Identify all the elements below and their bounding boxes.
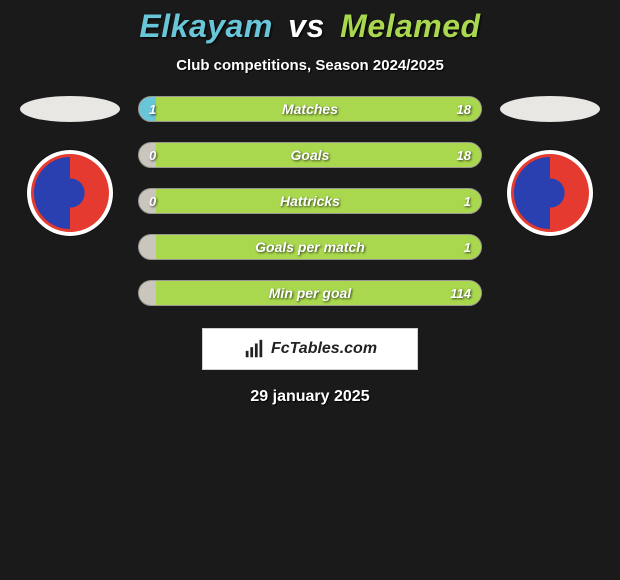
stat-label: Hattricks: [139, 189, 481, 213]
vs-label: vs: [288, 8, 325, 44]
stat-bar: Min per goal114: [138, 280, 482, 306]
date-label: 29 january 2025: [0, 388, 620, 406]
chart-icon: [243, 338, 265, 360]
right-flank: [500, 96, 600, 236]
stat-right-value: 18: [457, 143, 471, 167]
stat-right-value: 18: [457, 97, 471, 121]
stat-right-value: 1: [464, 189, 471, 213]
player1-club-badge: [27, 150, 113, 236]
stat-right-value: 114: [450, 281, 471, 305]
stat-label: Min per goal: [139, 281, 481, 305]
comparison-body: 1Matches180Goals180Hattricks1Goals per m…: [0, 96, 620, 306]
stat-bar: 0Goals18: [138, 142, 482, 168]
stat-label: Goals: [139, 143, 481, 167]
left-flank: [20, 96, 120, 236]
stat-bar: 1Matches18: [138, 96, 482, 122]
player2-name: Melamed: [340, 8, 480, 44]
subtitle: Club competitions, Season 2024/2025: [0, 57, 620, 74]
stat-label: Matches: [139, 97, 481, 121]
stat-label: Goals per match: [139, 235, 481, 259]
stat-bar: 0Hattricks1: [138, 188, 482, 214]
player2-ellipse: [500, 96, 600, 122]
stat-bars: 1Matches180Goals180Hattricks1Goals per m…: [138, 96, 482, 306]
player2-club-badge: [507, 150, 593, 236]
player1-name: Elkayam: [139, 8, 272, 44]
brand-box: FcTables.com: [202, 328, 418, 370]
page-title: Elkayam vs Melamed: [0, 8, 620, 45]
comparison-infographic: Elkayam vs Melamed Club competitions, Se…: [0, 0, 620, 406]
stat-right-value: 1: [464, 235, 471, 259]
player1-ellipse: [20, 96, 120, 122]
stat-bar: Goals per match1: [138, 234, 482, 260]
brand-text: FcTables.com: [271, 340, 377, 358]
